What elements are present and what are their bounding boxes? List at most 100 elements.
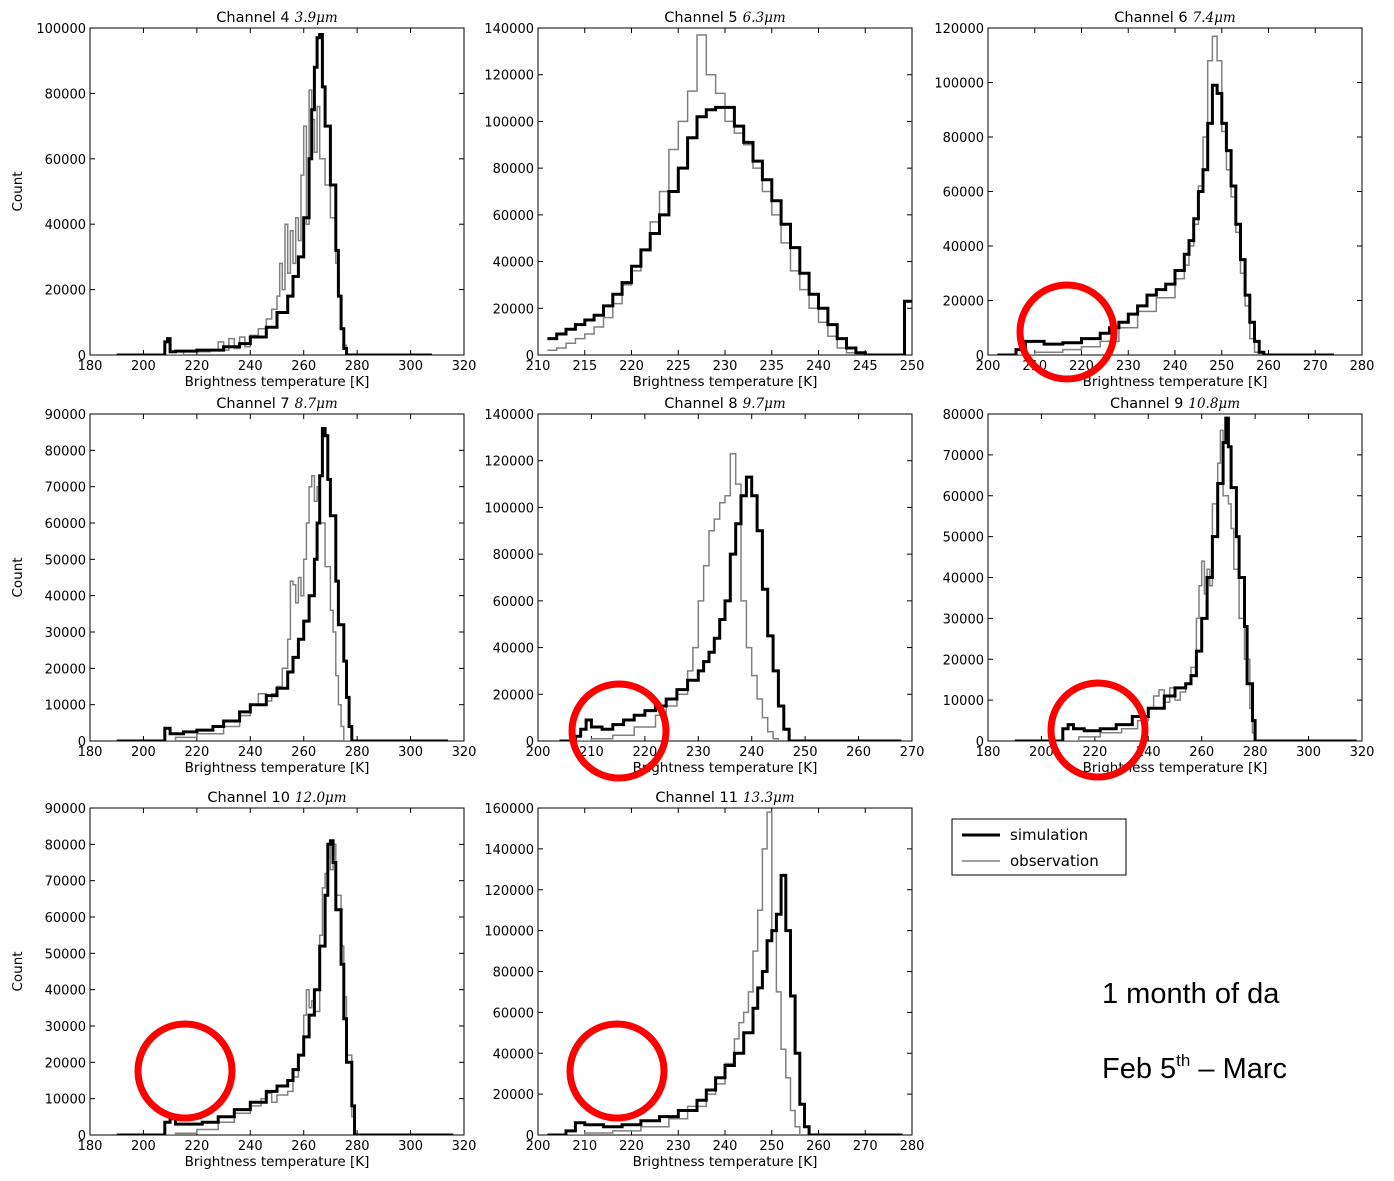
y-tick-label: 120000 [484, 455, 534, 470]
panel-title-wavelength: 8.7μm [295, 396, 338, 412]
panel-title-wavelength: 12.0μm [295, 790, 347, 806]
x-tick-label: 240 [806, 359, 831, 374]
x-tick-label: 220 [619, 359, 644, 374]
x-tick-label: 300 [398, 359, 423, 374]
series-observation [556, 811, 801, 1135]
x-axis-label: Brightness temperature [K] [185, 374, 370, 390]
y-tick-label: 60000 [943, 186, 984, 201]
x-tick-label: 220 [184, 745, 209, 760]
panel-title: Channel 6 7.4μm [1114, 10, 1235, 26]
y-tick-label: 90000 [45, 802, 86, 817]
x-tick-label: 260 [806, 1139, 831, 1154]
series-simulation [1014, 416, 1357, 741]
x-axis-label: Brightness temperature [K] [633, 760, 818, 776]
x-tick-label: 200 [526, 1139, 551, 1154]
y-tick-label: 70000 [45, 481, 86, 496]
y-tick-label: 80000 [943, 131, 984, 146]
y-tick-label: 40000 [493, 642, 534, 657]
y-tick-label: 40000 [45, 218, 86, 233]
x-tick-label: 180 [78, 1139, 103, 1154]
legend-label-simulation: simulation [1010, 826, 1088, 844]
x-tick-label: 280 [900, 1139, 925, 1154]
x-axis-label: Brightness temperature [K] [633, 1154, 818, 1170]
x-tick-label: 320 [452, 1139, 477, 1154]
y-tick-label: 20000 [943, 653, 984, 668]
y-tick-label: 60000 [45, 911, 86, 926]
y-tick-label: 80000 [493, 548, 534, 563]
y-tick-label: 70000 [943, 449, 984, 464]
highlight-circle [566, 1020, 668, 1122]
series-simulation [116, 427, 448, 741]
y-tick-label: 140000 [484, 408, 534, 423]
y-tick-label: 70000 [45, 875, 86, 890]
panel-title-channel: Channel 10 [207, 790, 290, 806]
x-tick-label: 245 [853, 359, 878, 374]
y-tick-label: 50000 [45, 553, 86, 568]
y-tick-label: 0 [526, 349, 534, 364]
x-tick-label: 260 [1189, 745, 1214, 760]
x-tick-label: 260 [846, 745, 871, 760]
x-tick-label: 200 [526, 745, 551, 760]
y-tick-label: 40000 [493, 256, 534, 271]
chart-panel-3: 200 210 220 230 240 250 260 270 2800200004000060… [934, 10, 1374, 390]
y-tick-label: 80000 [45, 838, 86, 853]
x-tick-label: 200 [131, 745, 156, 760]
panel-title-wavelength: 9.7μm [743, 396, 786, 412]
x-tick-label: 210 [579, 745, 604, 760]
x-tick-label: 210 [572, 1139, 597, 1154]
legend: simulation observation [951, 818, 1127, 876]
y-tick-label: 30000 [45, 1020, 86, 1035]
y-tick-label: 80000 [493, 162, 534, 177]
y-tick-label: 80000 [493, 966, 534, 981]
x-tick-label: 230 [713, 359, 738, 374]
series-observation [1006, 35, 1260, 355]
x-tick-label: 215 [572, 359, 597, 374]
y-tick-label: 60000 [45, 517, 86, 532]
x-tick-label: 230 [686, 745, 711, 760]
chart-panel-1: 180 200 220 240 260 280 300 320 0 20000 40000 60000… [10, 10, 476, 390]
panel-title-wavelength: 10.8μm [1188, 396, 1240, 412]
x-tick-label: 280 [345, 359, 370, 374]
y-tick-label: 100000 [484, 925, 534, 940]
highlight-circle [134, 1020, 236, 1122]
annotation-date-end: – Marc [1190, 1053, 1287, 1085]
y-tick-label: 10000 [943, 694, 984, 709]
x-tick-label: 220 [184, 359, 209, 374]
y-tick-label: 120000 [484, 69, 534, 84]
legend-box [951, 818, 1127, 876]
y-tick-label: 120000 [934, 22, 984, 37]
x-tick-label: 250 [900, 359, 925, 374]
annotation-date-superscript: th [1176, 1051, 1190, 1070]
x-tick-label: 270 [1303, 359, 1328, 374]
x-tick-label: 280 [345, 1139, 370, 1154]
y-tick-label: 40000 [943, 572, 984, 587]
x-tick-label: 320 [452, 745, 477, 760]
x-tick-label: 250 [1209, 359, 1234, 374]
chart-panel-2: 210 215 220 225 230 235 240 245 250 0 20000 40000 60… [484, 10, 924, 390]
panel-title-channel: Channel 11 [655, 790, 738, 806]
series-simulation [116, 33, 432, 355]
panel-title: Channel 11 13.3μm [655, 790, 794, 806]
panel-title-wavelength: 6.3μm [743, 10, 786, 26]
x-tick-label: 240 [1163, 359, 1188, 374]
y-tick-label: 40000 [943, 240, 984, 255]
chart-panel-8: 200 210 220 230 240 250 260 270 280 0 20000 40000 60… [484, 790, 924, 1170]
x-tick-label: 220 [619, 1139, 644, 1154]
chart-panel-7: 180 200 220 240 260 280 300 320 0 10000 20000 30000… [10, 790, 476, 1170]
x-tick-label: 220 [632, 745, 657, 760]
y-tick-label: 50000 [943, 531, 984, 546]
legend-label-observation: observation [1010, 852, 1099, 870]
y-tick-label: 0 [976, 349, 984, 364]
x-tick-label: 180 [976, 745, 1001, 760]
x-tick-label: 180 [78, 745, 103, 760]
x-tick-label: 200 [976, 359, 1001, 374]
x-tick-label: 200 [1029, 745, 1054, 760]
highlight-circle [1016, 281, 1118, 383]
y-tick-label: 40000 [45, 590, 86, 605]
y-tick-label: 20000 [493, 302, 534, 317]
series-observation [570, 452, 780, 741]
x-axis-label: Brightness temperature [K] [633, 374, 818, 390]
y-tick-label: 60000 [493, 209, 534, 224]
series-observation [116, 89, 432, 355]
